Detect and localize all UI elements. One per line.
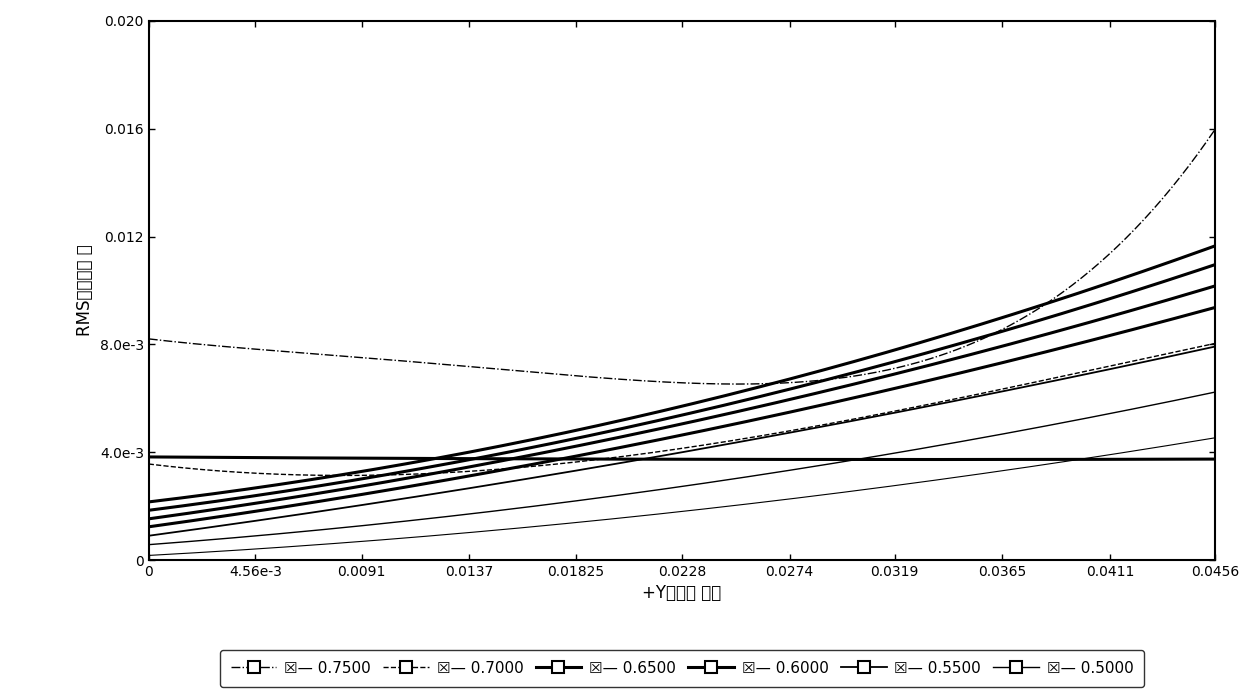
- Legend: ☒— 0.7500, ☒— 0.7000, ☒— 0.6500, ☒— 0.6000, ☒— 0.5500, ☒— 0.5000: ☒— 0.7500, ☒— 0.7000, ☒— 0.6500, ☒— 0.60…: [219, 650, 1145, 687]
- X-axis label: +Y视场： 角度: +Y视场： 角度: [642, 584, 722, 603]
- Y-axis label: RMS波前差： 波: RMS波前差： 波: [76, 244, 94, 337]
